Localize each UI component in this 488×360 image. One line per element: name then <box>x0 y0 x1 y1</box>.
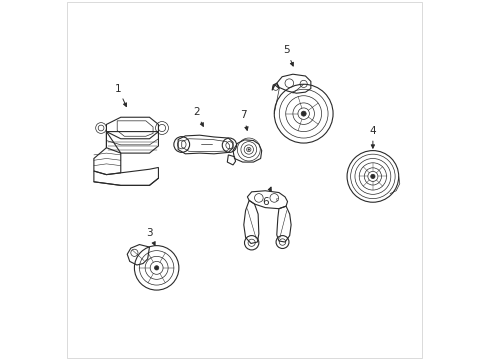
Circle shape <box>247 149 249 150</box>
Circle shape <box>370 174 374 179</box>
Text: 5: 5 <box>283 45 293 66</box>
Text: 1: 1 <box>115 84 126 107</box>
Text: 2: 2 <box>192 107 203 126</box>
Text: 3: 3 <box>146 228 155 245</box>
Text: 4: 4 <box>369 126 375 148</box>
Circle shape <box>154 266 159 270</box>
Text: 7: 7 <box>240 111 247 130</box>
Text: c: c <box>275 197 278 202</box>
Circle shape <box>301 111 305 116</box>
Text: 6: 6 <box>262 187 271 207</box>
